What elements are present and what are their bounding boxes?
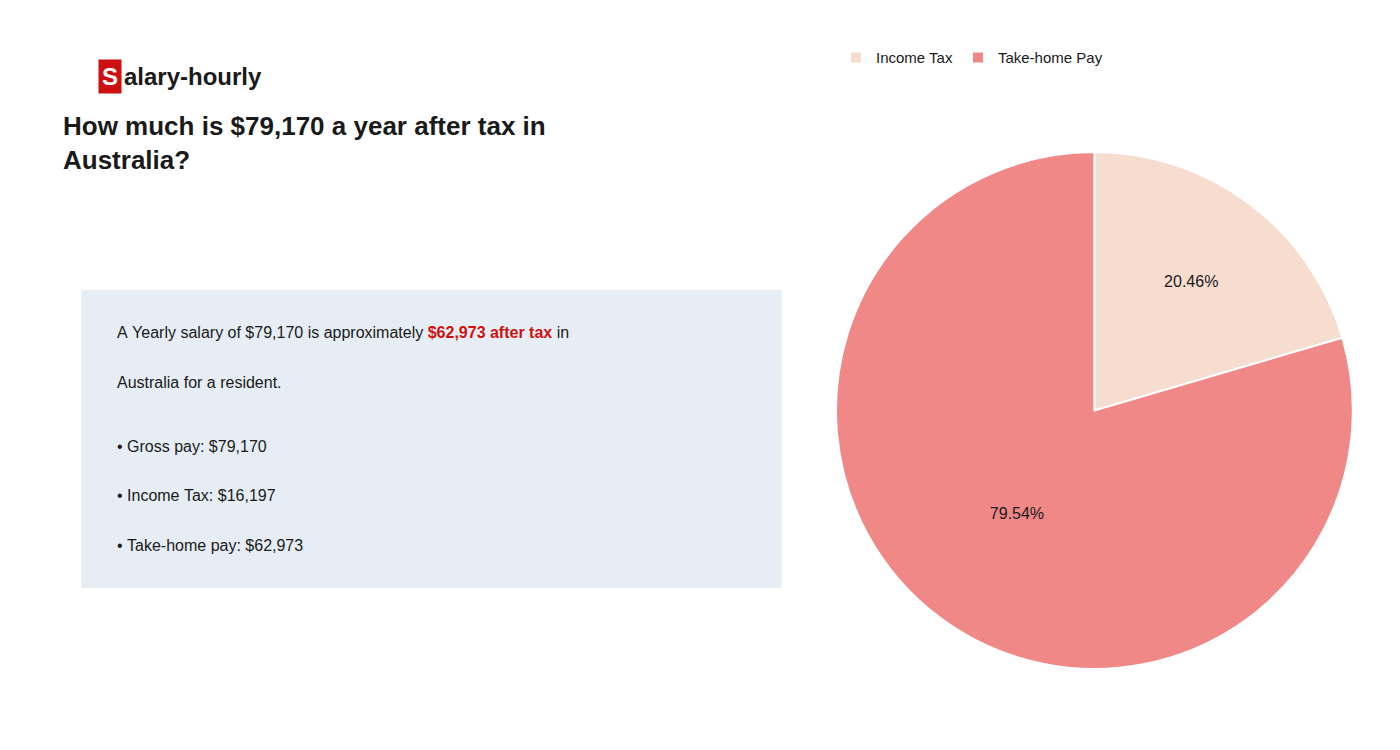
svg-text:How much is $79,170 a year aft: How much is $79,170 a year after tax inA… — [63, 111, 546, 175]
svg-text:• Income Tax: $16,197: • Income Tax: $16,197 — [117, 487, 276, 504]
svg-text:A Yearly salary of $79,170 is: A Yearly salary of $79,170 is approximat… — [117, 324, 569, 341]
svg-text:• Take-home pay: $62,973: • Take-home pay: $62,973 — [117, 537, 303, 554]
svg-text:20.46%: 20.46% — [1164, 273, 1218, 290]
svg-text:79.54%: 79.54% — [990, 505, 1044, 522]
svg-text:• Gross pay: $79,170: • Gross pay: $79,170 — [117, 438, 267, 455]
svg-text:S: S — [102, 63, 118, 90]
svg-text:Income Tax: Income Tax — [876, 49, 953, 66]
svg-text:alary-hourly: alary-hourly — [124, 63, 262, 90]
svg-text:Take-home Pay: Take-home Pay — [998, 49, 1103, 66]
svg-text:Australia for a resident.: Australia for a resident. — [117, 374, 282, 391]
